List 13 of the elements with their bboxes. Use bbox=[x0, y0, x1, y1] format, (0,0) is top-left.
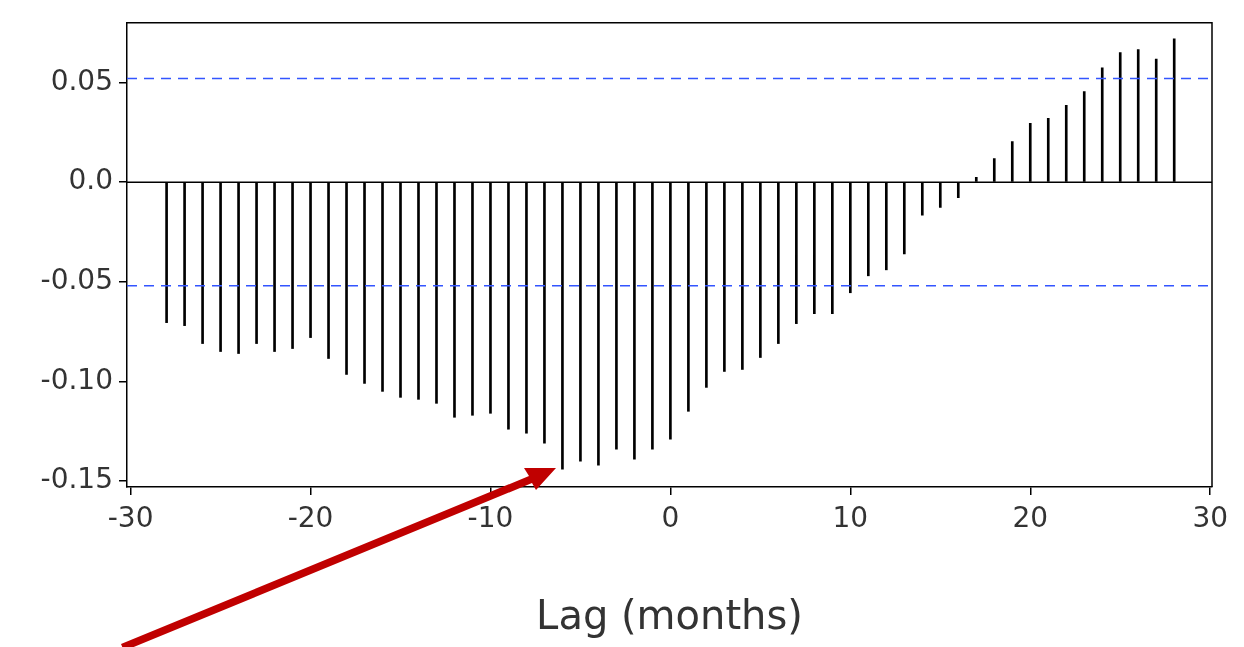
y-tick-label: 0.0 bbox=[68, 163, 113, 197]
x-tick-label: -20 bbox=[287, 501, 334, 535]
x-axis-title: Lag (months) bbox=[536, 592, 803, 639]
y-tick-label: -0.10 bbox=[40, 362, 113, 396]
y-tick-label: 0.05 bbox=[50, 63, 113, 97]
x-tick-label: -10 bbox=[467, 501, 514, 535]
y-tick-label: -0.15 bbox=[40, 462, 113, 496]
x-tick-label: -30 bbox=[107, 501, 154, 535]
x-tick-label: 20 bbox=[1012, 501, 1049, 535]
x-tick-label: 0 bbox=[661, 501, 680, 535]
x-tick-label: 10 bbox=[832, 501, 869, 535]
y-tick-label: -0.05 bbox=[40, 263, 113, 297]
x-tick-label: 30 bbox=[1192, 501, 1229, 535]
